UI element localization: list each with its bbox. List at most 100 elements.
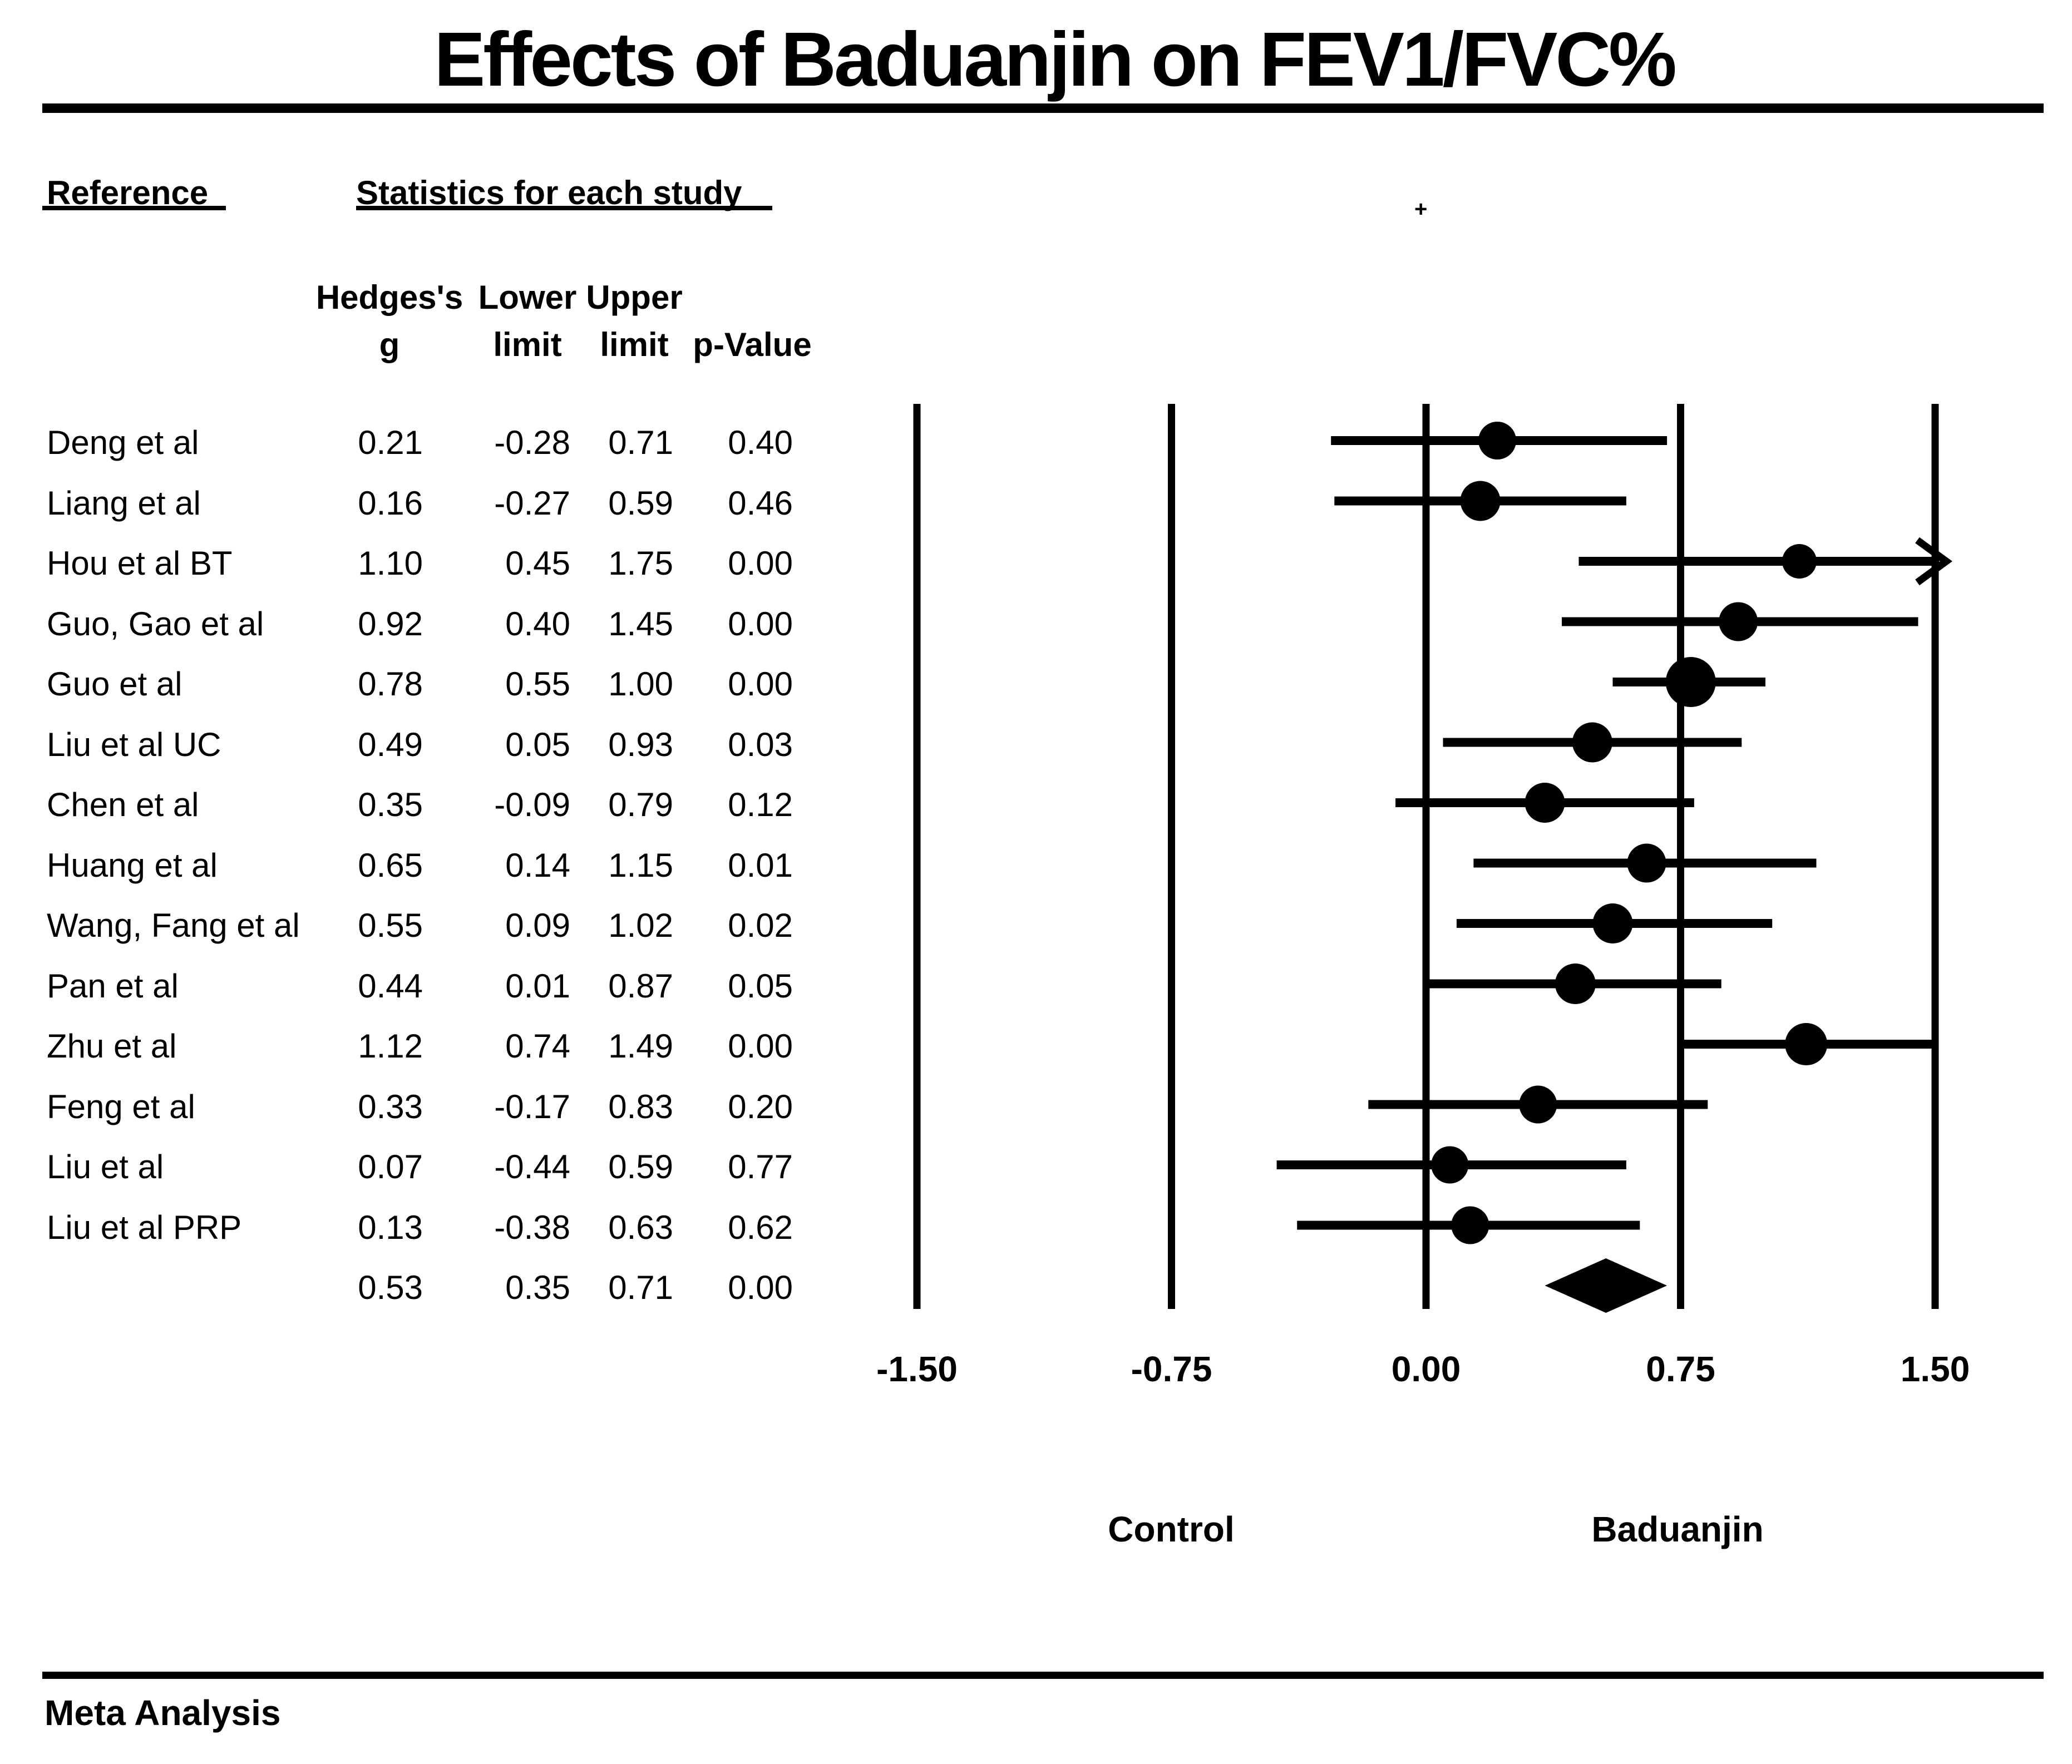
stat-col-header-line2: limit xyxy=(493,326,562,363)
upper-limit-value: 0.71 xyxy=(608,1269,673,1306)
lower-limit-value: -0.17 xyxy=(494,1088,570,1125)
lower-limit-value: 0.40 xyxy=(505,605,570,643)
table-row: Guo et al 0.78 0.55 1.00 0.00 xyxy=(0,662,862,706)
effect-marker xyxy=(1592,903,1633,943)
arrow-right-icon xyxy=(1915,537,1953,586)
hedges-g-value: 0.35 xyxy=(358,786,423,823)
table-row: Chen et al 0.35 -0.09 0.79 0.12 xyxy=(0,783,862,827)
upper-limit-value: 0.79 xyxy=(608,786,673,823)
study-name: Huang et al xyxy=(47,846,218,884)
p-value: 0.02 xyxy=(728,907,793,944)
reference-column-header: Reference xyxy=(47,174,209,211)
summary-row: 0.53 0.35 0.71 0.00 xyxy=(0,1266,862,1310)
hedges-g-value: 0.44 xyxy=(358,967,423,1005)
top-rule xyxy=(42,103,2044,113)
study-name: Liu et al xyxy=(47,1148,164,1185)
summary-diamond xyxy=(1545,1258,1668,1313)
effect-marker xyxy=(1627,843,1666,883)
table-row: Guo, Gao et al 0.92 0.40 1.45 0.00 xyxy=(0,602,862,646)
stray-plus-mark: + xyxy=(1414,197,1428,221)
effect-marker xyxy=(1460,481,1501,521)
stat-col-header-line1: Lower xyxy=(478,279,577,316)
effect-marker xyxy=(1431,1146,1469,1184)
effect-marker xyxy=(1451,1206,1489,1244)
study-name: Liu et al PRP xyxy=(47,1208,242,1246)
upper-limit-value: 0.59 xyxy=(608,484,673,522)
lower-limit-value: -0.44 xyxy=(494,1148,570,1185)
study-name: Feng et al xyxy=(47,1088,195,1125)
study-name: Guo, Gao et al xyxy=(47,605,264,643)
effect-marker xyxy=(1782,544,1817,579)
hedges-g-value: 1.10 xyxy=(358,545,423,582)
hedges-g-value: 0.92 xyxy=(358,605,423,643)
stat-col-header-line2: g xyxy=(379,326,400,363)
lower-limit-value: -0.27 xyxy=(494,484,570,522)
hedges-g-value: 0.49 xyxy=(358,725,423,763)
effect-marker xyxy=(1665,657,1716,707)
lower-limit-value: 0.05 xyxy=(505,725,570,763)
upper-limit-value: 0.87 xyxy=(608,967,673,1005)
lower-limit-value: 0.09 xyxy=(505,907,570,944)
study-name: Wang, Fang et al xyxy=(47,907,300,944)
effect-marker xyxy=(1719,602,1758,641)
statistics-column-header: Statistics for each study xyxy=(356,174,742,211)
table-row: Hou et al BT 1.10 0.45 1.75 0.00 xyxy=(0,541,862,586)
hedges-g-value: 0.55 xyxy=(358,907,423,944)
p-value: 0.00 xyxy=(728,1027,793,1065)
p-value: 0.00 xyxy=(728,665,793,703)
effect-marker xyxy=(1555,963,1596,1004)
hedges-g-value: 0.13 xyxy=(358,1208,423,1246)
study-name: Chen et al xyxy=(47,786,199,823)
axis-tick-label: 1.50 xyxy=(1900,1349,1970,1389)
hedges-g-value: 0.16 xyxy=(358,484,423,522)
effect-marker xyxy=(1572,722,1612,763)
effect-marker xyxy=(1785,1023,1828,1065)
stat-col-header-line1: Hedges's xyxy=(315,279,463,316)
table-row: Zhu et al 1.12 0.74 1.49 0.00 xyxy=(0,1024,862,1069)
p-value: 0.77 xyxy=(728,1148,793,1185)
hedges-g-value: 0.33 xyxy=(358,1088,423,1125)
table-row: Liu et al UC 0.49 0.05 0.93 0.03 xyxy=(0,723,862,767)
upper-limit-value: 1.45 xyxy=(608,605,673,643)
upper-limit-value: 0.93 xyxy=(608,725,673,763)
p-value: 0.46 xyxy=(728,484,793,522)
hedges-g-value: 0.65 xyxy=(358,846,423,884)
p-value: 0.03 xyxy=(728,725,793,763)
table-row: Liu et al PRP 0.13 -0.38 0.63 0.62 xyxy=(0,1205,862,1250)
hedges-g-value: 0.78 xyxy=(358,665,423,703)
page-title: Effects of Baduanjin on FEV1/FVC% xyxy=(434,17,1677,102)
control-group-label: Control xyxy=(1108,1509,1235,1549)
lower-limit-value: 0.55 xyxy=(505,665,570,703)
upper-limit-value: 0.71 xyxy=(608,424,673,461)
reference-underline xyxy=(42,206,226,210)
lower-limit-value: 0.35 xyxy=(505,1269,570,1306)
upper-limit-value: 1.02 xyxy=(608,907,673,944)
p-value: 0.00 xyxy=(728,605,793,643)
axis-tick-label: -0.75 xyxy=(1131,1349,1212,1389)
study-name: Pan et al xyxy=(47,967,179,1005)
lower-limit-value: -0.09 xyxy=(494,786,570,823)
statistics-underline xyxy=(356,206,772,210)
axis-tick-label: 0.00 xyxy=(1391,1349,1461,1389)
table-row: Huang et al 0.65 0.14 1.15 0.01 xyxy=(0,843,862,888)
hedges-g-value: 0.53 xyxy=(358,1269,423,1306)
stat-col-header-line2: limit xyxy=(600,326,669,363)
upper-limit-value: 0.59 xyxy=(608,1148,673,1185)
lower-limit-value: 0.14 xyxy=(505,846,570,884)
table-row: Pan et al 0.44 0.01 0.87 0.05 xyxy=(0,964,862,1009)
bottom-rule xyxy=(42,1672,2044,1679)
effect-marker xyxy=(1478,422,1517,459)
table-row: Liu et al 0.07 -0.44 0.59 0.77 xyxy=(0,1145,862,1189)
upper-limit-value: 1.15 xyxy=(608,846,673,884)
stat-col-header-line2: p-Value xyxy=(693,326,812,363)
p-value: 0.40 xyxy=(728,424,793,461)
study-name: Deng et al xyxy=(47,424,199,461)
upper-limit-value: 0.63 xyxy=(608,1208,673,1246)
stat-col-header-line1: Upper xyxy=(586,279,683,316)
baduanjin-group-label: Baduanjin xyxy=(1591,1509,1764,1549)
table-row: Wang, Fang et al 0.55 0.09 1.02 0.02 xyxy=(0,903,862,948)
hedges-g-value: 0.07 xyxy=(358,1148,423,1185)
upper-limit-value: 1.00 xyxy=(608,665,673,703)
